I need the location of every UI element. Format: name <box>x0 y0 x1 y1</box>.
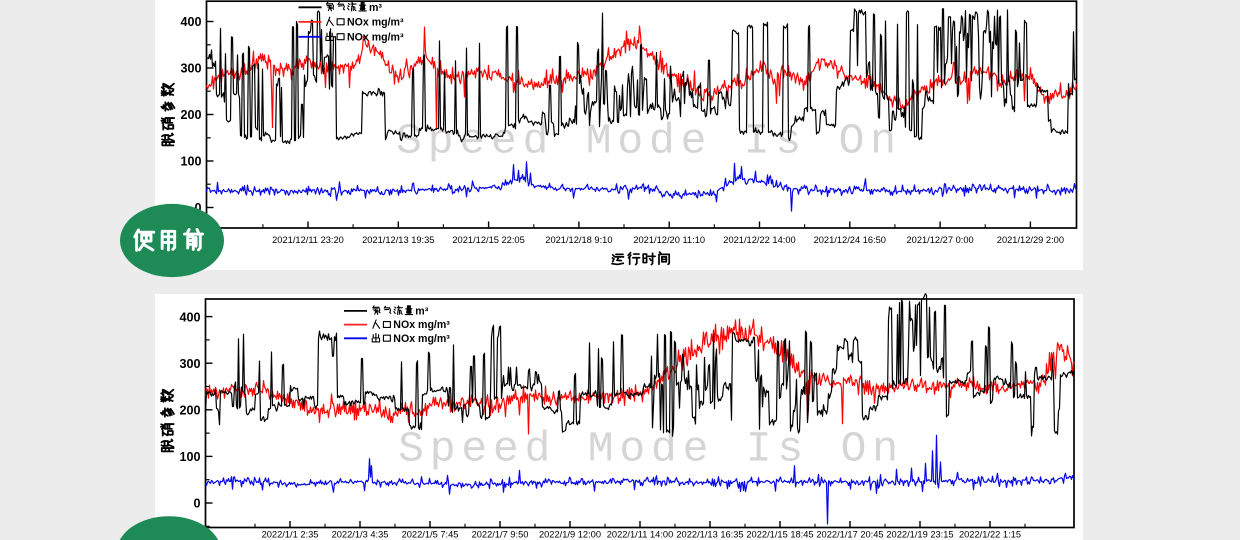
svg-text:2021/12/18 9:10: 2021/12/18 9:10 <box>545 235 612 245</box>
svg-text:NOx mg/m³: NOx mg/m³ <box>393 319 450 331</box>
svg-text:2022/1/11 14:00: 2022/1/11 14:00 <box>607 529 674 539</box>
svg-text:2021/12/20 11:10: 2021/12/20 11:10 <box>633 235 705 245</box>
svg-text:2022/1/17 20:45: 2022/1/17 20:45 <box>816 529 883 539</box>
svg-text:NOx mg/m³: NOx mg/m³ <box>393 333 450 345</box>
svg-text:2021/12/13 19:35: 2021/12/13 19:35 <box>362 235 434 245</box>
svg-text:2021/12/29 2:00: 2021/12/29 2:00 <box>997 235 1064 245</box>
svg-text:2022/1/7 9:50: 2022/1/7 9:50 <box>472 529 529 539</box>
svg-text:2022/1/5 7:45: 2022/1/5 7:45 <box>402 529 459 539</box>
svg-text:300: 300 <box>179 357 200 371</box>
svg-text:300: 300 <box>180 62 201 76</box>
svg-text:m³: m³ <box>415 305 428 317</box>
svg-text:400: 400 <box>180 15 201 29</box>
svg-text:2021/12/24 16:50: 2021/12/24 16:50 <box>814 235 886 245</box>
svg-text:2022/1/1 2:35: 2022/1/1 2:35 <box>262 529 319 539</box>
svg-text:2021/12/11 23:20: 2021/12/11 23:20 <box>272 235 344 245</box>
svg-text:NOx mg/m³: NOx mg/m³ <box>347 16 404 28</box>
svg-text:400: 400 <box>179 310 200 324</box>
svg-text:2021/12/27 0:00: 2021/12/27 0:00 <box>906 235 973 245</box>
svg-text:0: 0 <box>193 497 200 511</box>
svg-text:2022/1/3 4:35: 2022/1/3 4:35 <box>332 529 389 539</box>
svg-text:2022/1/22 1:15: 2022/1/22 1:15 <box>959 529 1021 539</box>
svg-text:2022/1/13 16:35: 2022/1/13 16:35 <box>676 529 743 539</box>
svg-text:2021/12/22 14:00: 2021/12/22 14:00 <box>723 235 795 245</box>
svg-text:100: 100 <box>180 155 201 169</box>
svg-text:Speed Mode Is On: Speed Mode Is On <box>396 117 902 166</box>
svg-text:2022/1/19 23:15: 2022/1/19 23:15 <box>886 529 953 539</box>
svg-text:0: 0 <box>194 201 201 215</box>
svg-text:m³: m³ <box>369 2 382 14</box>
svg-text:Speed Mode Is On: Speed Mode Is On <box>398 425 904 474</box>
svg-text:200: 200 <box>179 404 200 418</box>
svg-text:2022/1/15 18:45: 2022/1/15 18:45 <box>746 529 813 539</box>
svg-text:200: 200 <box>180 108 201 122</box>
svg-text:2021/12/15 22:05: 2021/12/15 22:05 <box>452 235 524 245</box>
svg-text:NOx mg/m³: NOx mg/m³ <box>347 31 404 43</box>
svg-text:2022/1/9 12:00: 2022/1/9 12:00 <box>539 529 601 539</box>
svg-text:100: 100 <box>179 450 200 464</box>
